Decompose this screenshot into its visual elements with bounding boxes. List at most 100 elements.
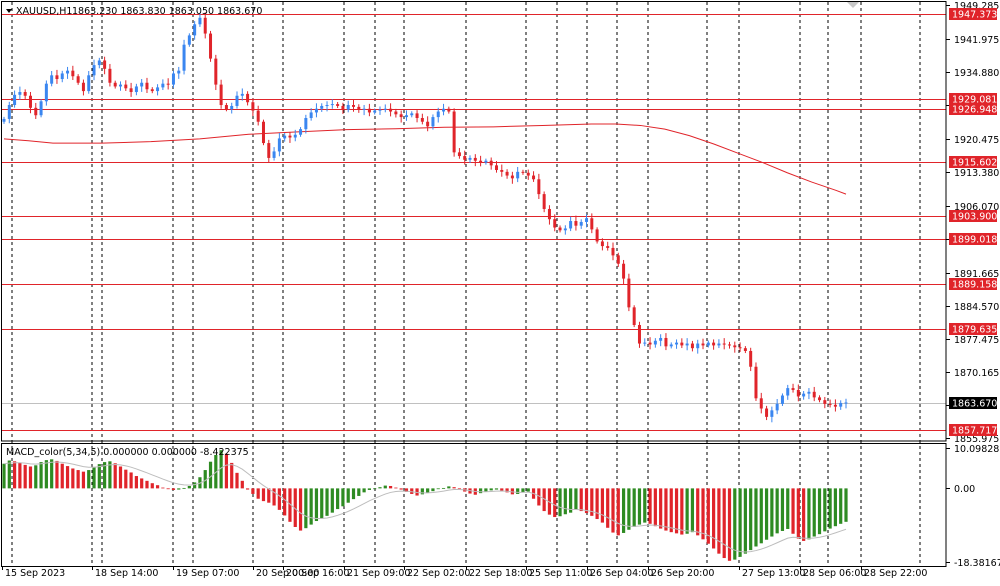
candle [367,103,371,117]
macd-bar [712,488,716,549]
candle [171,70,175,88]
candle [108,63,112,87]
candle-body [383,108,387,110]
candle [749,347,753,372]
macd-bar [690,488,695,533]
macd-bar [621,488,626,533]
macd-bar [415,488,419,496]
macd-bar [802,488,806,541]
candle [166,78,170,90]
candle [839,400,843,410]
candle [177,66,181,79]
macd-bar [373,488,377,490]
candle [579,219,583,229]
candle-body [399,114,403,118]
candle [685,338,689,351]
macd-bar [71,468,75,489]
chart-header: XAUUSD,H1 1863.230 1863.830 1863.050 186… [6,6,262,17]
candle [505,169,509,179]
candle [410,111,414,118]
candle [60,70,64,83]
candle [595,227,599,244]
candle-body [770,410,774,417]
candle [547,205,551,225]
candle [336,102,340,109]
candle-body [828,403,832,405]
candle-body [479,160,483,163]
macd-bar [542,488,546,512]
candle-body [547,208,551,220]
macd-bar [606,488,610,528]
macd-bar [823,488,827,532]
macd-bar [743,488,747,554]
macd-bar [590,488,594,516]
candle [712,339,716,350]
macd-bar [664,488,668,531]
candle-body [119,84,123,87]
candle-body [653,340,657,345]
candle-body [362,108,366,110]
macd-bar [60,463,64,489]
x-tick-label: 19 Sep 07:00 [176,568,239,579]
candle-body [214,58,218,85]
candle-body [261,121,265,144]
macd-bar [680,488,684,535]
macd-bar [251,488,255,494]
candle [193,21,197,40]
y-tick-label: 1877.475 [954,335,999,346]
candle-body [807,391,811,394]
candle [113,80,117,89]
level-label-bg [949,156,997,168]
macd-bar [436,488,440,490]
candle-body [240,93,244,96]
candle-body [256,110,260,122]
candle-body [791,388,795,390]
candle [13,90,17,108]
candle-body [76,76,80,83]
candle [81,79,85,96]
macd-bar [28,466,33,489]
candle [690,340,694,352]
level-label: 1879.635 [952,325,997,336]
macd-bar [659,488,663,529]
macd-bar [627,488,631,530]
one-click-trading-icon[interactable] [847,2,859,8]
macd-bar [452,487,456,489]
candle [696,339,700,354]
candle [706,340,710,348]
candle-body [50,75,54,84]
candle-body [13,94,17,106]
candle [637,321,641,348]
candle-body [145,82,149,90]
x-tick-label: 26 Sep 04:00 [590,568,653,579]
candle-body [304,118,308,130]
candle [134,83,138,96]
candle-body [224,105,228,110]
x-tick-label: 15 Sep 2023 [5,568,65,579]
candle-body [775,403,779,411]
candle-body [616,255,620,264]
macd-bar [807,488,811,540]
candle-body [442,108,446,112]
candle [442,103,446,116]
candle-body [124,84,128,89]
candle-body [7,105,11,119]
candle [585,214,589,228]
candle-body [542,194,546,209]
candle-body [426,121,430,127]
macd-bar [230,462,234,489]
candle [235,91,239,109]
candle-body [569,221,573,229]
candle-body [230,105,234,110]
candle-body [722,343,726,345]
macd-bar [812,488,816,537]
candle-body [129,88,133,93]
candle [261,119,265,146]
macd-bar [696,488,700,536]
candle [277,133,281,157]
dropdown-triangle-icon[interactable] [6,9,12,13]
candle-body [622,263,626,279]
candle [267,139,271,163]
candle [611,242,615,261]
macd-bar [362,488,366,493]
